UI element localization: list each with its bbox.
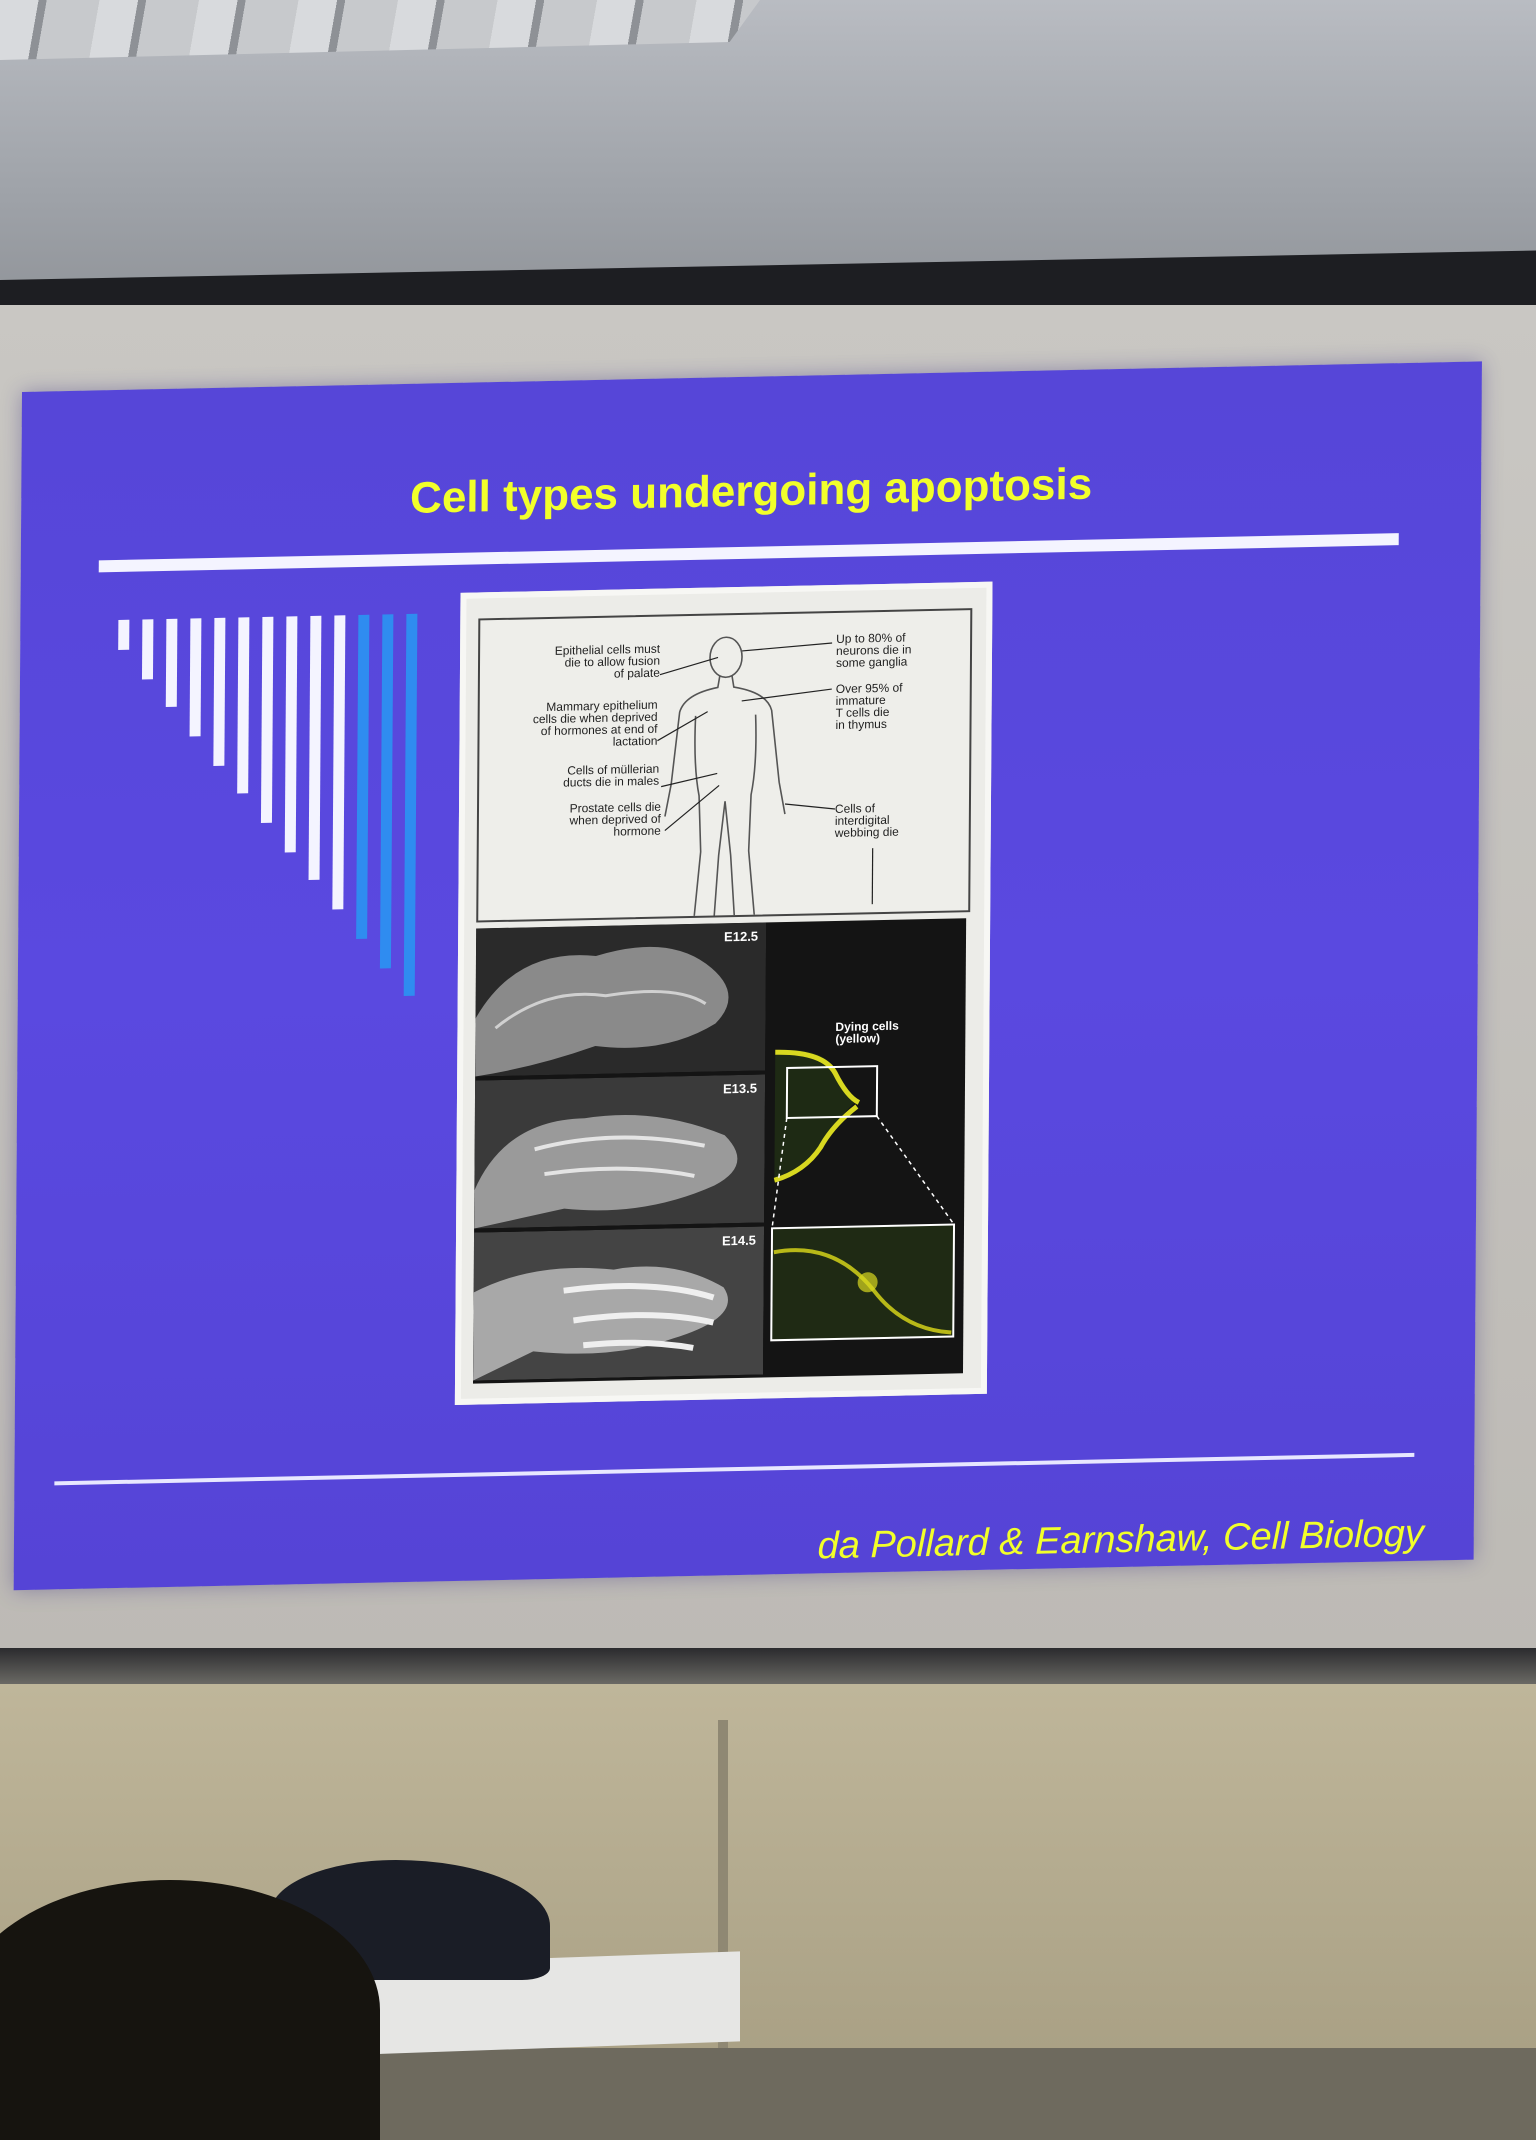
- annotation-mullerian: Cells of müllerian ducts die in males: [509, 763, 659, 790]
- annotation-interdigital: Cells of interdigital webbing die: [835, 800, 965, 839]
- decorative-bar: [309, 616, 322, 880]
- decorative-bar: [285, 616, 298, 852]
- decorative-bar: [261, 617, 273, 823]
- paw-micrograph: [475, 922, 766, 1076]
- ceiling-vent: [0, 0, 760, 60]
- micrograph-panels: E12.5 E13.5 E14.5 Dying cells (yellow): [473, 918, 966, 1383]
- decorative-bar: [404, 614, 418, 996]
- dying-cells-fluorescence: [763, 918, 966, 1377]
- stage-label: E13.5: [723, 1081, 757, 1097]
- screen-bottom-bar: [0, 1648, 1536, 1684]
- decorative-bar: [118, 620, 129, 650]
- decorative-bar: [380, 614, 393, 968]
- slide-title: Cell types undergoing apoptosis: [21, 451, 1481, 532]
- decorative-bar: [332, 615, 345, 909]
- decorative-bars: [116, 613, 459, 1020]
- micrograph-e12-5: E12.5: [475, 922, 766, 1076]
- stage-label: E14.5: [722, 1233, 756, 1249]
- stage-label: E12.5: [724, 929, 758, 945]
- micrograph-e14-5: E14.5: [473, 1226, 764, 1380]
- annotation-t-cells: Over 95% of immature T cells die in thym…: [835, 680, 965, 731]
- decorative-bar: [142, 619, 153, 679]
- annotation-neurons: Up to 80% of neurons die in some ganglia: [836, 630, 966, 669]
- paw-micrograph: [474, 1074, 765, 1228]
- decorative-bar: [213, 618, 225, 766]
- annotation-prostate: Prostate cells die when deprived of horm…: [519, 801, 661, 840]
- apoptosis-figure: Epithelial cells must die to allow fusio…: [455, 582, 993, 1405]
- decorative-bar: [166, 619, 178, 707]
- presentation-slide: Cell types undergoing apoptosis: [14, 361, 1482, 1590]
- body-diagram-panel: Epithelial cells must die to allow fusio…: [476, 608, 972, 922]
- decorative-bar: [356, 615, 369, 939]
- micrograph-e13-5: E13.5: [474, 1074, 765, 1228]
- title-rule: [99, 533, 1399, 572]
- paw-micrograph: [473, 1226, 764, 1380]
- decorative-bar: [237, 617, 249, 793]
- annotation-palate: Epithelial cells must die to allow fusio…: [520, 643, 660, 682]
- slide-citation: da Pollard & Earnshaw, Cell Biology: [817, 1513, 1424, 1569]
- footer-rule: [54, 1453, 1414, 1485]
- decorative-bar: [190, 618, 202, 736]
- annotation-mammary: Mammary epithelium cells die when depriv…: [489, 699, 657, 751]
